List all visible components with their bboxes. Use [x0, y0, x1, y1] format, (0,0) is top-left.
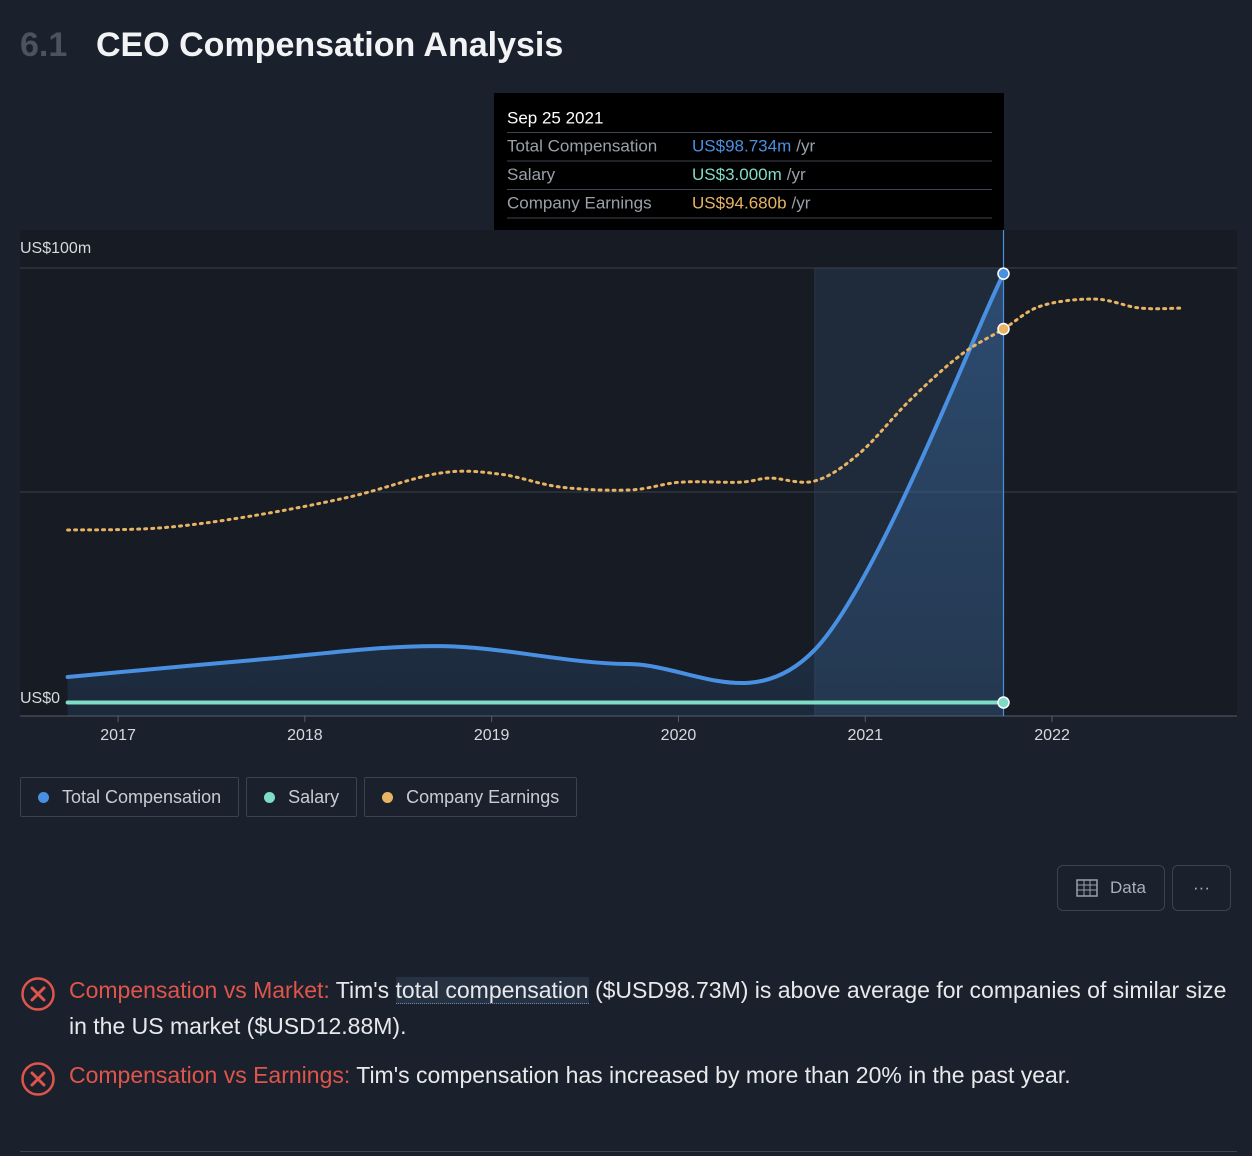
more-button-label: ···	[1193, 878, 1210, 897]
x-tick-label: 2018	[287, 727, 323, 744]
tooltip-unit: /yr	[787, 165, 806, 184]
tooltip-value: US$3.000m	[692, 165, 782, 184]
check-label: Compensation vs Earnings:	[69, 1062, 351, 1088]
check-link[interactable]: total compensation	[395, 977, 589, 1004]
fail-icon	[21, 1062, 55, 1096]
plot-background	[20, 230, 1237, 716]
y-tick-label: US$0	[20, 690, 60, 707]
point-marker	[997, 322, 1010, 336]
y-tick-label: US$100m	[20, 240, 91, 257]
legend-label: Company Earnings	[406, 786, 560, 807]
check-part: Tim's compensation has increased by more…	[356, 1062, 1071, 1088]
legend-item[interactable]: Salary	[246, 777, 358, 817]
point-marker	[997, 696, 1010, 709]
tooltip-label: Total Compensation	[507, 136, 657, 155]
check-text: Compensation vs Market: Tim's total comp…	[69, 972, 1235, 1044]
point-marker	[997, 267, 1010, 280]
legend-item[interactable]: Company Earnings	[364, 777, 578, 817]
x-tick-label: 2022	[1034, 727, 1070, 744]
tooltip-value: US$98.734m	[692, 136, 791, 155]
check-part: ($USD98.73M) is above average for compan…	[69, 977, 1227, 1039]
section-title: CEO Compensation Analysis	[96, 26, 564, 64]
x-tick-label: 2020	[661, 727, 697, 744]
legend-swatch	[382, 791, 394, 803]
area	[67, 273, 1004, 716]
data-button-label: Data	[1110, 878, 1146, 897]
divider	[20, 1151, 1237, 1152]
section-number: 6.1	[20, 26, 68, 64]
check-label: Compensation vs Market:	[69, 977, 330, 1003]
tooltip-date: Sep 25 2021	[507, 108, 603, 127]
tooltip-unit: /yr	[796, 136, 815, 155]
chart: US$0 US$100m 2017 2018 2019 2020 2021 2022 Sep 2…	[20, 93, 1237, 744]
series-line	[65, 271, 1006, 685]
tooltip-unit: /yr	[792, 193, 811, 212]
table-icon	[1076, 879, 1098, 897]
data-button[interactable]: Data	[1057, 865, 1165, 911]
series-line	[66, 297, 1185, 532]
legend: Total Compensation Salary Company Earnings	[20, 777, 578, 817]
check-item: Compensation vs Earnings: Tim's compensa…	[20, 1057, 1235, 1096]
legend-swatch	[264, 791, 276, 803]
tooltip-value: US$94.680b	[692, 193, 787, 212]
tooltip-label: Salary	[507, 165, 556, 184]
legend-label: Total Compensation	[62, 786, 222, 807]
x-tick-label: 2021	[847, 727, 883, 744]
legend-label: Salary	[288, 786, 340, 807]
fail-icon	[21, 977, 55, 1011]
x-tick-label: 2017	[100, 727, 136, 744]
x-tick-label: 2019	[474, 727, 510, 744]
more-button[interactable]: ···	[1172, 865, 1231, 911]
check-part: Tim's	[335, 977, 390, 1003]
check-text: Compensation vs Earnings: Tim's compensa…	[69, 1057, 1235, 1093]
legend-item[interactable]: Total Compensation	[20, 777, 240, 817]
tooltip-label: Company Earnings	[507, 193, 652, 212]
check-item: Compensation vs Market: Tim's total comp…	[20, 972, 1235, 1044]
legend-swatch	[38, 791, 49, 803]
